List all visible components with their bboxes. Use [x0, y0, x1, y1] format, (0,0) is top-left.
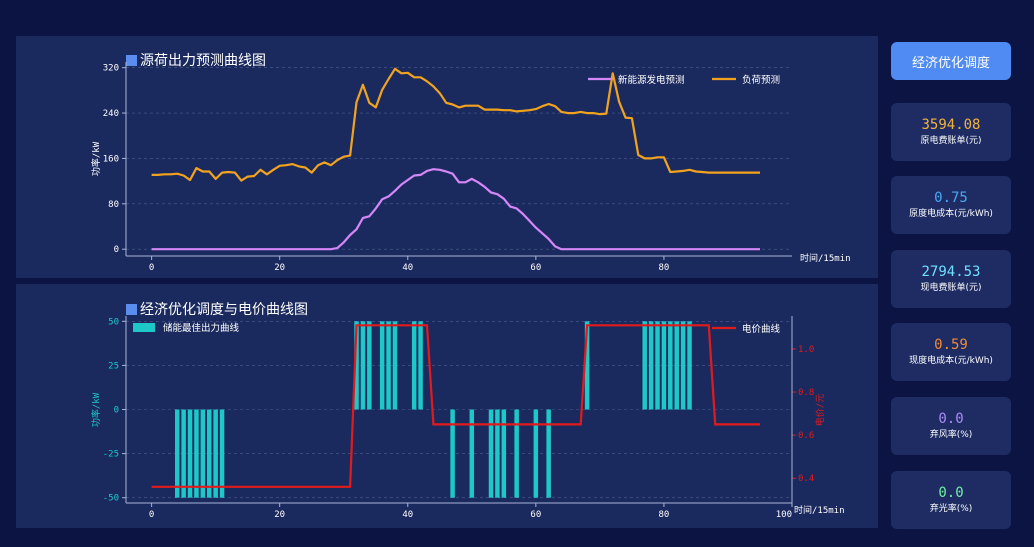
storage-bar	[174, 409, 180, 498]
storage-bar	[392, 321, 398, 410]
stat-label: 原电费账单(元)	[920, 136, 982, 146]
y2-tick-label: 0.4	[798, 474, 814, 484]
storage-bar	[181, 409, 186, 498]
forecast-panel: 源荷出力预测曲线图	[16, 36, 878, 278]
legend-label: 电价曲线	[742, 323, 781, 335]
stat-card-original-bill: 3594.08 原电费账单(元)	[891, 103, 1011, 161]
x-axis-label: 时间/15min	[800, 252, 851, 264]
y-axis-label: 功率/kW	[90, 141, 102, 176]
stat-card-current-unit-cost: 0.59 现度电成本(元/kWh)	[891, 323, 1011, 381]
forecast-chart-title-wrap: 源荷出力预测曲线图	[126, 50, 266, 70]
stat-card-original-unit-cost: 0.75 原度电成本(元/kWh)	[891, 176, 1011, 234]
x-tick-label: 20	[274, 263, 285, 273]
storage-bar	[668, 321, 673, 410]
storage-bar	[219, 409, 225, 498]
stat-card-wind-curtailment: 0.0 弃风率(%)	[891, 397, 1011, 455]
y-tick-label: -25	[103, 450, 119, 460]
storage-bar	[687, 321, 692, 410]
stat-value: 0.75	[934, 190, 968, 206]
legend-swatch	[133, 323, 155, 332]
y-tick-label: 0	[114, 245, 119, 255]
storage-bar	[488, 409, 494, 498]
y-tick-label: 50	[108, 317, 119, 327]
y-axis-label: 功率/kW	[90, 392, 102, 427]
x-tick-label: 80	[659, 510, 670, 520]
storage-bar	[213, 409, 218, 498]
y-tick-label: -50	[103, 494, 119, 504]
economic-dispatch-button[interactable]: 经济优化调度	[891, 42, 1011, 80]
x-tick-label: 100	[776, 510, 792, 520]
y-tick-label: 320	[103, 64, 119, 74]
x-axis-label: 时间/15min	[794, 504, 845, 516]
x-tick-label: 0	[149, 510, 154, 520]
stat-label: 弃风率(%)	[929, 430, 973, 440]
dispatch-chart-title: 经济优化调度与电价曲线图	[140, 302, 308, 318]
storage-bar	[501, 409, 507, 498]
y-tick-label: 80	[108, 200, 119, 210]
stat-label: 原度电成本(元/kWh)	[909, 209, 993, 219]
storage-bar	[655, 321, 660, 410]
storage-bar	[411, 321, 417, 410]
y2-tick-label: 0.6	[798, 431, 814, 441]
storage-bar	[469, 409, 475, 498]
x-tick-label: 0	[149, 263, 154, 273]
y-tick-label: 25	[108, 361, 119, 371]
legend-label: 储能最佳出力曲线	[163, 322, 240, 334]
storage-bar	[648, 321, 654, 410]
storage-bar	[360, 321, 366, 410]
storage-bar	[418, 321, 423, 410]
stat-label: 现度电成本(元/kWh)	[909, 356, 993, 366]
x-tick-label: 60	[530, 510, 541, 520]
storage-bar	[514, 409, 519, 498]
storage-bar	[386, 321, 391, 410]
storage-bar	[546, 409, 551, 498]
stat-label: 弃光率(%)	[929, 504, 973, 514]
storage-bar	[495, 409, 500, 498]
series-line	[151, 67, 760, 182]
title-marker-icon	[126, 303, 137, 315]
stat-value: 0.0	[938, 411, 964, 427]
x-tick-label: 40	[402, 263, 413, 273]
storage-bar	[367, 321, 372, 410]
legend-label: 新能源发电预测	[618, 74, 685, 86]
x-tick-label: 60	[530, 263, 541, 273]
y2-axis-label: 电价/元	[814, 394, 826, 426]
y-tick-label: 160	[103, 154, 119, 164]
stat-value: 0.0	[938, 485, 964, 501]
series-line	[151, 168, 760, 251]
storage-bar	[379, 321, 385, 410]
stat-value: 3594.08	[921, 117, 981, 133]
storage-bar	[354, 321, 359, 410]
y-tick-label: 0	[114, 406, 119, 416]
stat-card-solar-curtailment: 0.0 弃光率(%)	[891, 471, 1011, 529]
storage-bar	[450, 409, 455, 498]
stat-card-current-bill: 2794.53 现电费账单(元)	[891, 250, 1011, 308]
storage-bar	[533, 409, 539, 498]
title-marker-icon	[126, 54, 137, 66]
storage-bar	[194, 409, 199, 498]
storage-bar	[200, 409, 206, 498]
price-line	[151, 324, 760, 488]
forecast-chart-title: 源荷出力预测曲线图	[140, 53, 266, 69]
legend-label: 负荷预测	[742, 74, 780, 86]
x-tick-label: 80	[659, 263, 670, 273]
storage-bar	[584, 321, 590, 410]
storage-bar	[680, 321, 686, 410]
storage-bar	[674, 321, 679, 410]
dispatch-chart-title-wrap: 经济优化调度与电价曲线图	[126, 299, 308, 319]
y2-tick-label: 0.8	[798, 388, 814, 398]
storage-bar	[207, 409, 212, 498]
x-tick-label: 20	[274, 510, 285, 520]
y2-tick-label: 1.0	[798, 345, 814, 355]
storage-bar	[187, 409, 193, 498]
x-tick-label: 40	[402, 510, 413, 520]
storage-bar	[642, 321, 647, 410]
stat-value: 2794.53	[921, 264, 981, 280]
stat-value: 0.59	[934, 337, 968, 353]
y-tick-label: 240	[103, 109, 119, 119]
storage-bar	[661, 321, 667, 410]
stat-label: 现电费账单(元)	[920, 283, 982, 293]
